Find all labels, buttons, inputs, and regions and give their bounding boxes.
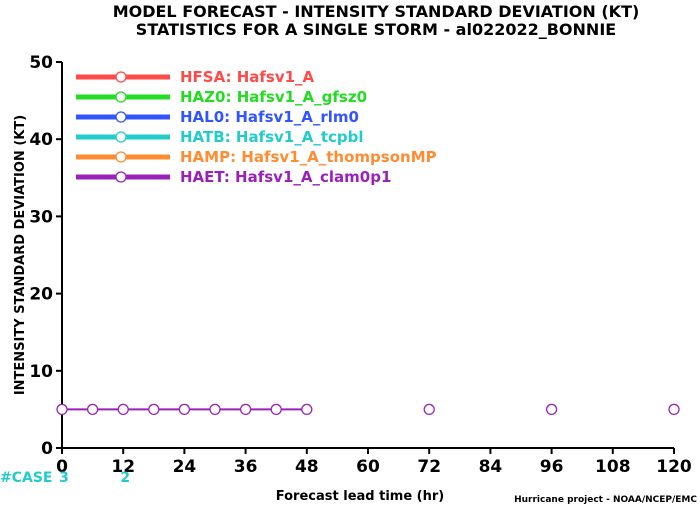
legend-label: HATB: Hafsv1_A_tcpbl: [180, 128, 364, 146]
case-count: 2: [120, 470, 130, 486]
case-count: 3: [59, 470, 69, 486]
legend-item: HAZ0: Hafsv1_A_gfsz0: [76, 88, 367, 106]
x-tick-label: 84: [479, 457, 503, 477]
legend-marker: [115, 111, 127, 123]
legend-item: HATB: Hafsv1_A_tcpbl: [76, 128, 364, 146]
legend-item: HAET: Hafsv1_A_clam0p1: [76, 168, 391, 186]
y-tick-label: 30: [29, 207, 53, 227]
case-counts: #CASE 3 2: [0, 470, 130, 486]
data-point: [301, 403, 313, 416]
legend-marker: [115, 91, 127, 103]
legend-marker: [115, 151, 127, 163]
x-tick-label: 108: [595, 457, 631, 477]
x-tick-label: 36: [234, 457, 258, 477]
legend: HFSA: Hafsv1_A HAZ0: Hafsv1_A_gfsz0 HAL0: …: [76, 68, 437, 186]
chart-title-line2: STATISTICS FOR A SINGLE STORM - al022022…: [136, 20, 616, 39]
legend-label: HAL0: Hafsv1_A_rlm0: [180, 108, 359, 126]
legend-marker: [115, 131, 127, 143]
data-point: [209, 403, 221, 416]
y-axis-ticks: 0 10 20 30 40 50: [29, 53, 62, 459]
data-point: [86, 403, 99, 416]
x-axis-label: Forecast lead time (hr): [276, 489, 444, 504]
plot-frame: [61, 62, 674, 449]
x-tick-label: 0: [56, 457, 68, 477]
case-label: #CASE: [0, 470, 53, 486]
series-layer: [56, 403, 313, 416]
legend-label: HFSA: Hafsv1_A: [180, 68, 315, 86]
y-tick-label: 40: [29, 130, 53, 150]
x-tick-label: 48: [295, 457, 319, 477]
y-tick-label: 0: [41, 439, 53, 459]
data-point: [668, 403, 680, 416]
data-point: [239, 403, 252, 416]
y-tick-label: 20: [29, 285, 53, 305]
data-point: [148, 403, 160, 416]
data-point: [178, 403, 191, 416]
data-point: [423, 403, 435, 416]
x-tick-label: 60: [356, 457, 380, 477]
x-tick-label: 120: [656, 457, 692, 477]
legend-marker: [115, 171, 127, 183]
y-tick-label: 10: [29, 362, 53, 382]
chart-title-line1: MODEL FORECAST - INTENSITY STANDARD DEVI…: [113, 2, 640, 21]
legend-marker: [115, 71, 127, 83]
data-point: [270, 403, 282, 416]
x-axis-ticks: 0 12 24 36 48 60 72 84 96 108 120: [56, 448, 692, 477]
legend-item: HAMP: Hafsv1_A_thompsonMP: [76, 148, 437, 166]
credit-text: Hurricane project - NOAA/NCEP/EMC: [514, 495, 697, 505]
legend-label: HAMP: Hafsv1_A_thompsonMP: [180, 148, 437, 166]
legend-label: HAZ0: Hafsv1_A_gfsz0: [180, 88, 367, 106]
legend-label: HAET: Hafsv1_A_clam0p1: [180, 168, 391, 186]
legend-item: HFSA: Hafsv1_A: [76, 68, 315, 86]
y-tick-label: 50: [29, 53, 53, 73]
y-axis-label: INTENSITY STANDARD DEVIATION (KT): [13, 115, 28, 395]
x-tick-label: 72: [417, 457, 441, 477]
extra-markers: [423, 403, 680, 416]
x-tick-label: 96: [540, 457, 564, 477]
x-tick-label: 12: [111, 457, 135, 477]
legend-item: HAL0: Hafsv1_A_rlm0: [76, 108, 359, 126]
x-tick-label: 24: [173, 457, 197, 477]
data-point: [56, 403, 68, 416]
data-point: [117, 403, 129, 416]
data-point: [545, 403, 558, 416]
